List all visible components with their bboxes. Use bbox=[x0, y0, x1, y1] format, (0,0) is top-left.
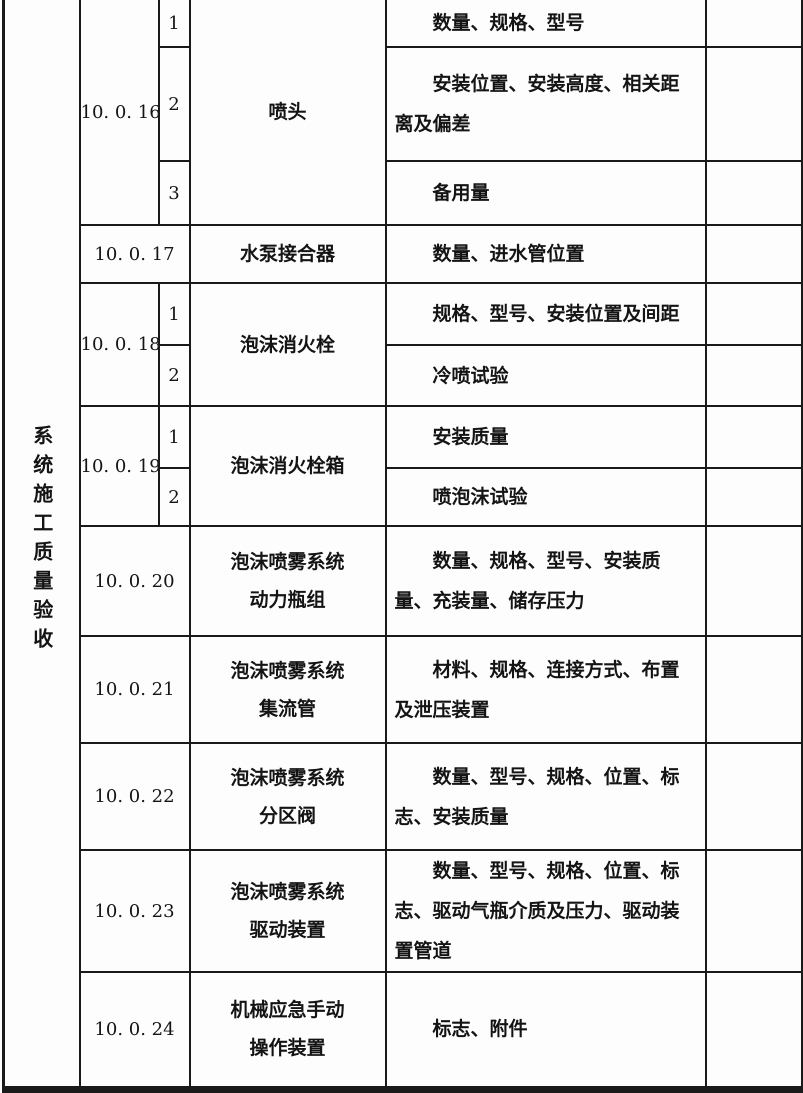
inspection-content-text: 规格、型号、安装位置及间距 bbox=[432, 303, 680, 325]
inspection-content: 备用量 bbox=[384, 160, 707, 226]
item-name: 泡沫喷雾系统 动力瓶组 bbox=[188, 525, 387, 637]
inspection-content-text: 数量、型号、规格、位置、标志、安装质量 bbox=[394, 765, 680, 828]
item-name: 机械应急手动 操作装置 bbox=[188, 971, 387, 1090]
inspection-content-text: 数量、型号、规格、位置、标志、驱动气瓶介质及压力、驱动装置管道 bbox=[394, 860, 680, 962]
section-number: 10. 0. 22 bbox=[78, 742, 191, 851]
inspection-content: 数量、进水管位置 bbox=[384, 224, 707, 284]
inspection-content: 安装质量 bbox=[384, 405, 707, 469]
result-cell bbox=[704, 467, 803, 527]
item-name-line: 机械应急手动 bbox=[230, 999, 345, 1022]
item-name: 泡沫喷雾系统 分区阀 bbox=[188, 742, 387, 851]
sub-number: 2 bbox=[157, 46, 191, 162]
result-cell bbox=[704, 971, 803, 1090]
inspection-content: 喷泡沫试验 bbox=[384, 467, 707, 527]
item-name: 泡沫喷雾系统 集流管 bbox=[188, 635, 387, 744]
item-name-line: 泡沫喷雾系统 bbox=[230, 766, 345, 789]
inspection-content-text: 数量、规格、型号、安装质量、充装量、储存压力 bbox=[394, 550, 661, 612]
inspection-content: 材料、规格、连接方式、布置及泄压装置 bbox=[384, 635, 707, 744]
result-cell bbox=[704, 525, 803, 637]
inspection-content-text: 备用量 bbox=[432, 182, 490, 204]
result-cell bbox=[704, 282, 803, 346]
section-number: 10. 0. 24 bbox=[78, 971, 191, 1090]
item-name-line: 集流管 bbox=[258, 697, 316, 720]
sub-number: 2 bbox=[157, 344, 191, 407]
result-cell bbox=[704, 224, 803, 284]
inspection-content: 数量、规格、型号、安装质量、充装量、储存压力 bbox=[384, 525, 707, 637]
inspection-content-text: 安装位置、安装高度、相关距离及偏差 bbox=[394, 73, 680, 135]
section-number: 10. 0. 16 bbox=[78, 0, 160, 226]
result-cell bbox=[704, 0, 803, 48]
result-cell bbox=[704, 742, 803, 851]
inspection-content: 数量、规格、型号 bbox=[384, 0, 707, 48]
section-number: 10. 0. 23 bbox=[78, 849, 191, 973]
category-label: 系统施工质量验收 bbox=[29, 424, 54, 657]
inspection-content: 标志、附件 bbox=[384, 971, 707, 1090]
sub-number: 1 bbox=[157, 405, 191, 469]
result-cell bbox=[704, 344, 803, 407]
result-cell bbox=[704, 849, 803, 973]
inspection-content-text: 喷泡沫试验 bbox=[432, 486, 528, 508]
inspection-content-text: 数量、规格、型号 bbox=[432, 12, 585, 34]
item-name-line: 操作装置 bbox=[249, 1037, 326, 1060]
inspection-content: 数量、型号、规格、位置、标志、安装质量 bbox=[384, 742, 707, 851]
item-name-line: 分区阀 bbox=[258, 804, 316, 827]
item-name-line: 泡沫喷雾系统 bbox=[230, 551, 345, 573]
inspection-content: 冷喷试验 bbox=[384, 344, 707, 407]
item-name: 喷头 bbox=[188, 0, 387, 226]
inspection-content-text: 数量、进水管位置 bbox=[432, 243, 585, 265]
inspection-content-text: 冷喷试验 bbox=[432, 364, 509, 387]
result-cell bbox=[704, 635, 803, 744]
item-name-line: 驱动装置 bbox=[249, 919, 326, 941]
result-cell bbox=[704, 160, 803, 226]
item-name-line: 泡沫喷雾系统 bbox=[230, 881, 345, 903]
sub-number: 1 bbox=[157, 282, 191, 346]
sub-number: 1 bbox=[157, 0, 191, 48]
section-number: 10. 0. 19 bbox=[78, 405, 160, 527]
category-cell: 系统施工质量验收 bbox=[2, 0, 81, 1090]
result-cell bbox=[704, 46, 803, 162]
section-number: 10. 0. 21 bbox=[78, 635, 191, 744]
item-name: 泡沫喷雾系统 驱动装置 bbox=[188, 849, 387, 973]
section-number: 10. 0. 17 bbox=[78, 224, 191, 284]
item-name: 水泵接合器 bbox=[188, 224, 387, 284]
section-number: 10. 0. 18 bbox=[78, 282, 160, 407]
inspection-content: 数量、型号、规格、位置、标志、驱动气瓶介质及压力、驱动装置管道 bbox=[384, 849, 707, 973]
inspection-content-text: 安装质量 bbox=[432, 426, 509, 448]
inspection-content-text: 标志、附件 bbox=[432, 1018, 528, 1041]
item-name: 泡沫消火栓 bbox=[188, 282, 387, 407]
item-name-line: 动力瓶组 bbox=[249, 589, 326, 611]
item-name-line: 泡沫喷雾系统 bbox=[230, 659, 345, 682]
sub-number: 3 bbox=[157, 160, 191, 226]
inspection-content: 规格、型号、安装位置及间距 bbox=[384, 282, 707, 346]
inspection-content: 安装位置、安装高度、相关距离及偏差 bbox=[384, 46, 707, 162]
section-number: 10. 0. 20 bbox=[78, 525, 191, 637]
sub-number: 2 bbox=[157, 467, 191, 527]
result-cell bbox=[704, 405, 803, 469]
inspection-content-text: 材料、规格、连接方式、布置及泄压装置 bbox=[394, 658, 680, 721]
item-name: 泡沫消火栓箱 bbox=[188, 405, 387, 527]
